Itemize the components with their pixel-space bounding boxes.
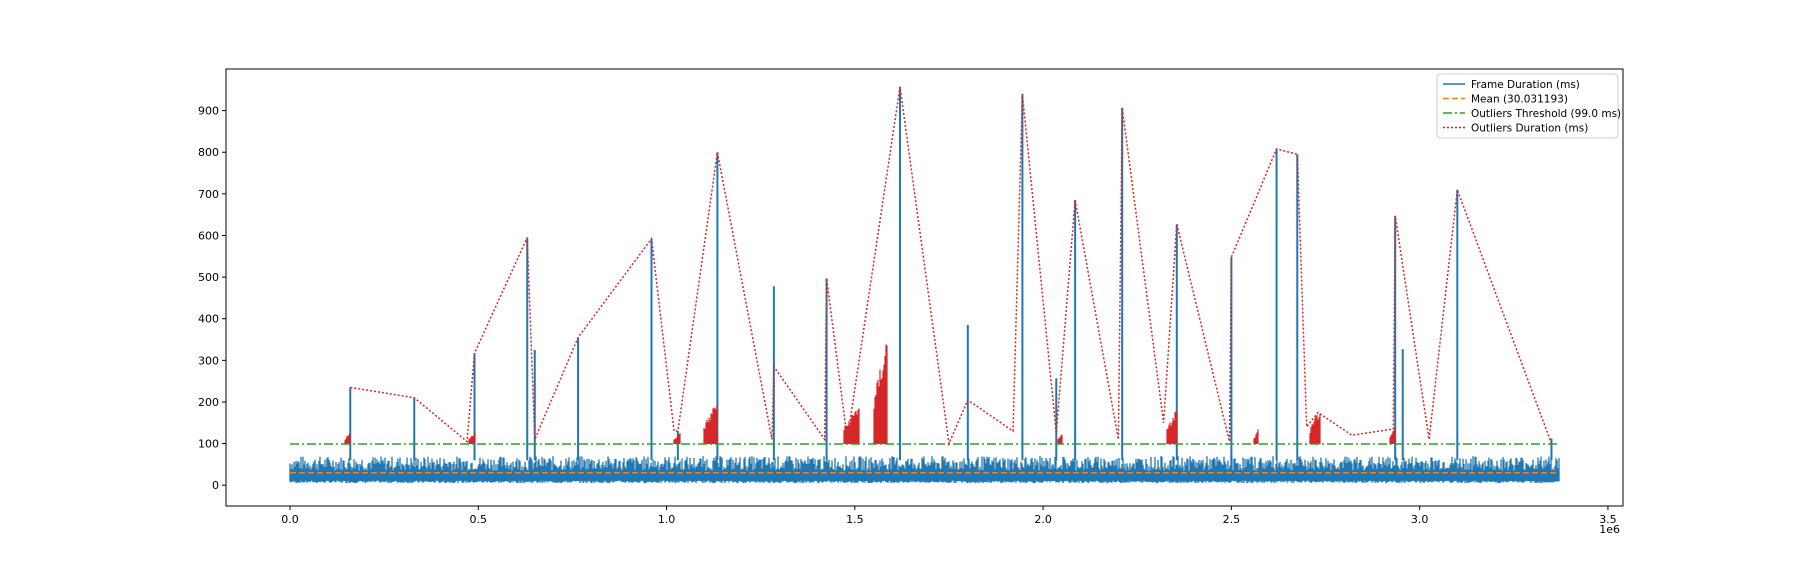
legend-box xyxy=(1436,73,1619,139)
y-tick-label: 300 xyxy=(198,354,219,367)
outlier-burst xyxy=(1389,427,1396,444)
y-tick-label: 700 xyxy=(198,188,219,201)
x-tick-label: 0.5 xyxy=(470,513,488,526)
y-tick-label: 800 xyxy=(198,146,219,159)
legend-label: Mean (30.031193) xyxy=(1471,94,1568,106)
reference-lines-layer xyxy=(290,443,1559,474)
plot-area xyxy=(226,69,1623,506)
outlier-burst xyxy=(1253,429,1259,444)
x-tick-label: 3.0 xyxy=(1411,513,1429,526)
x-tick-label: 2.0 xyxy=(1034,513,1052,526)
y-tick-label: 0 xyxy=(212,479,219,492)
outlier-burst xyxy=(1057,434,1063,444)
y-tick-label: 100 xyxy=(198,438,219,451)
legend-label: Frame Duration (ms) xyxy=(1471,79,1580,91)
x-tick-label: 1.5 xyxy=(846,513,864,526)
outlier-burst xyxy=(1309,413,1321,444)
x-offset-label: 1e6 xyxy=(1599,523,1620,536)
x-tick-label: 0.0 xyxy=(281,513,299,526)
x-tick-label: 2.5 xyxy=(1223,513,1241,526)
legend: Frame Duration (ms) Mean (30.031193) Outli… xyxy=(1436,73,1621,139)
outlier-burst xyxy=(1166,411,1178,444)
outliers-duration-layer xyxy=(350,86,1553,447)
y-axis: 0 100 200 300 400 500 600 700 800 900 xyxy=(198,105,226,492)
y-tick-label: 900 xyxy=(198,105,219,118)
outlier-burst xyxy=(873,344,888,444)
x-tick-label: 1.0 xyxy=(658,513,676,526)
legend-label: Outliers Duration (ms) xyxy=(1471,123,1588,135)
outlier-burst xyxy=(673,433,681,444)
plot-frame xyxy=(225,68,1624,507)
x-axis: 0.0 0.5 1.0 1.5 2.0 2.5 3.0 3.5 xyxy=(281,506,1617,526)
y-tick-label: 200 xyxy=(198,396,219,409)
x-tick-label: 3.5 xyxy=(1599,513,1617,526)
legend-label: Outliers Threshold (99.0 ms) xyxy=(1471,108,1621,120)
y-tick-label: 400 xyxy=(198,313,219,326)
outlier-burst xyxy=(468,432,476,444)
outlier-burst xyxy=(344,434,351,444)
y-tick-label: 500 xyxy=(198,271,219,284)
outlier-burst xyxy=(703,404,718,444)
outliers-duration-line xyxy=(350,86,1553,447)
y-tick-label: 600 xyxy=(198,229,219,242)
